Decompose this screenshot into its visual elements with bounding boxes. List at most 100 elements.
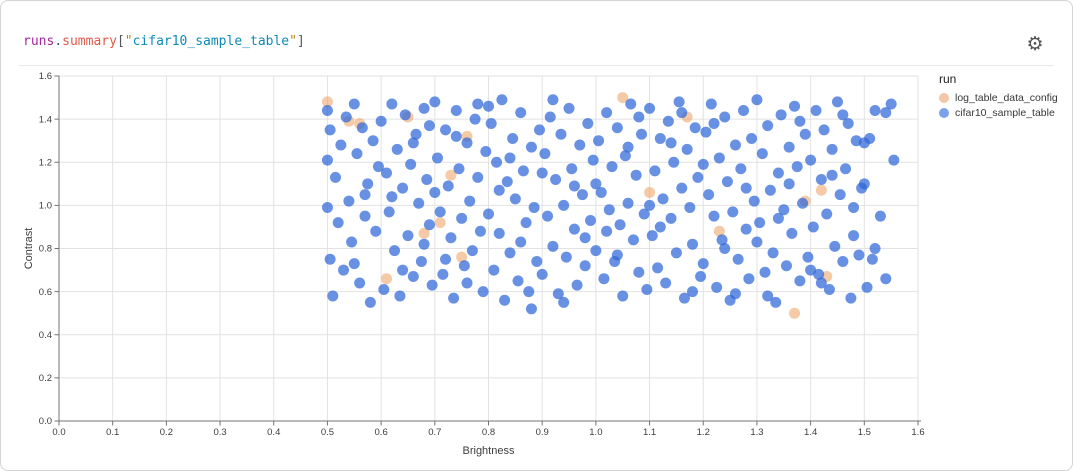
data-point-cifar10_sample_table [654, 133, 666, 145]
x-tick-label: 0.9 [536, 427, 549, 438]
data-point-cifar10_sample_table [748, 195, 760, 207]
data-point-cifar10_sample_table [483, 208, 494, 220]
data-point-cifar10_sample_table [831, 96, 843, 108]
data-point-log_table_data_config [644, 186, 656, 198]
x-tick-label: 0.1 [106, 427, 119, 438]
data-point-cifar10_sample_table [590, 178, 602, 190]
data-point-cifar10_sample_table [386, 191, 398, 203]
data-point-cifar10_sample_table [866, 253, 878, 265]
data-point-cifar10_sample_table [571, 279, 583, 291]
data-point-cifar10_sample_table [692, 171, 704, 183]
data-point-cifar10_sample_table [493, 184, 505, 196]
data-point-cifar10_sample_table [407, 271, 419, 283]
data-point-cifar10_sample_table [359, 210, 371, 222]
data-point-cifar10_sample_table [697, 158, 709, 170]
legend-item-log_table_data_config[interactable]: log_table_data_config [939, 92, 1069, 104]
data-point-cifar10_sample_table [434, 206, 446, 218]
data-point-cifar10_sample_table [445, 232, 457, 244]
data-point-cifar10_sample_table [448, 292, 460, 304]
data-point-cifar10_sample_table [738, 105, 750, 116]
data-point-cifar10_sample_table [660, 277, 672, 289]
data-point-cifar10_sample_table [544, 111, 556, 123]
data-point-cifar10_sample_table [383, 206, 395, 218]
data-point-cifar10_sample_table [429, 96, 441, 108]
data-point-cifar10_sample_table [346, 236, 358, 248]
data-point-cifar10_sample_table [652, 262, 664, 274]
data-point-cifar10_sample_table [399, 109, 411, 121]
data-point-cifar10_sample_table [378, 283, 390, 295]
data-point-cifar10_sample_table [888, 154, 900, 166]
data-point-cifar10_sample_table [558, 199, 570, 211]
data-point-cifar10_sample_table [493, 227, 505, 239]
data-point-cifar10_sample_table [823, 283, 835, 295]
data-point-cifar10_sample_table [338, 264, 350, 276]
data-point-log_table_data_config [380, 273, 392, 285]
data-point-cifar10_sample_table [869, 105, 881, 116]
data-point-cifar10_sample_table [673, 96, 685, 108]
data-point-cifar10_sample_table [799, 128, 811, 140]
data-point-cifar10_sample_table [450, 105, 462, 116]
y-tick-label: 0.2 [39, 373, 52, 384]
data-point-cifar10_sample_table [539, 148, 551, 160]
data-point-cifar10_sample_table [483, 100, 494, 112]
data-point-cifar10_sample_table [329, 171, 341, 183]
x-tick-label: 1.2 [697, 427, 710, 438]
data-point-cifar10_sample_table [466, 245, 478, 257]
data-point-cifar10_sample_table [802, 251, 814, 263]
data-point-cifar10_sample_table [348, 98, 360, 110]
data-point-cifar10_sample_table [732, 253, 744, 265]
data-point-cifar10_sample_table [767, 247, 779, 259]
scatter-chart[interactable]: 0.0 0.1 0.2 0.3 0.4 0.5 0.6 0.7 0.8 0.9 1.0 1.1 1.2 1… [1, 66, 1073, 471]
data-point-cifar10_sample_table [821, 208, 833, 220]
data-point-cifar10_sample_table [762, 120, 774, 132]
data-point-cifar10_sample_table [703, 189, 715, 201]
data-point-cifar10_sample_table [472, 171, 484, 183]
data-point-cifar10_sample_table [826, 169, 838, 181]
data-point-cifar10_sample_table [697, 258, 709, 270]
data-point-cifar10_sample_table [542, 210, 554, 222]
data-point-cifar10_sample_table [756, 148, 768, 160]
data-point-cifar10_sample_table [622, 197, 634, 209]
x-tick-label: 0.4 [267, 427, 280, 438]
data-point-cifar10_sample_table [391, 143, 403, 155]
data-point-cifar10_sample_table [469, 113, 481, 125]
x-tick-label: 1.3 [750, 427, 763, 438]
data-point-cifar10_sample_table [536, 268, 548, 280]
data-point-cifar10_sample_table [528, 202, 540, 214]
data-point-cifar10_sample_table [324, 253, 336, 265]
data-point-cifar10_sample_table [515, 236, 527, 248]
data-point-cifar10_sample_table [590, 245, 602, 257]
data-point-cifar10_sample_table [622, 141, 634, 153]
data-point-cifar10_sample_table [464, 195, 476, 207]
data-point-cifar10_sample_table [496, 94, 508, 106]
data-point-cifar10_sample_table [324, 124, 336, 136]
y-tick-label: 1.6 [39, 71, 52, 82]
title-token: ] [296, 34, 305, 49]
chart-legend: run log_table_data_config cifar10_sample_… [939, 72, 1069, 122]
data-point-cifar10_sample_table [359, 189, 371, 201]
data-point-cifar10_sample_table [431, 152, 443, 164]
data-point-cifar10_sample_table [721, 176, 733, 188]
data-point-cifar10_sample_table [880, 273, 892, 285]
data-point-cifar10_sample_table [719, 111, 731, 123]
data-point-cifar10_sample_table [574, 139, 586, 151]
data-point-cifar10_sample_table [534, 124, 546, 136]
data-point-cifar10_sample_table [729, 288, 741, 300]
x-tick-label: 0.8 [482, 427, 495, 438]
data-point-cifar10_sample_table [593, 135, 605, 147]
data-point-cifar10_sample_table [678, 292, 690, 304]
data-point-cifar10_sample_table [480, 145, 492, 157]
data-point-log_table_data_config [418, 227, 430, 239]
data-point-cifar10_sample_table [536, 167, 548, 179]
data-point-cifar10_sample_table [670, 247, 682, 259]
data-point-cifar10_sample_table [654, 221, 666, 233]
data-point-log_table_data_config [445, 169, 457, 181]
data-point-cifar10_sample_table [689, 122, 701, 134]
scatter-chart-area[interactable]: 0.0 0.1 0.2 0.3 0.4 0.5 0.6 0.7 0.8 0.9 1.0 1.1 1.2 1… [1, 66, 1073, 471]
data-point-cifar10_sample_table [348, 258, 360, 270]
legend-label: cifar10_sample_table [955, 107, 1055, 119]
data-point-cifar10_sample_table [582, 117, 594, 129]
legend-item-cifar10_sample_table[interactable]: cifar10_sample_table [939, 107, 1069, 119]
x-tick-label: 0.0 [52, 427, 65, 438]
settings-gear-icon[interactable]: ⚙ [1022, 31, 1048, 57]
